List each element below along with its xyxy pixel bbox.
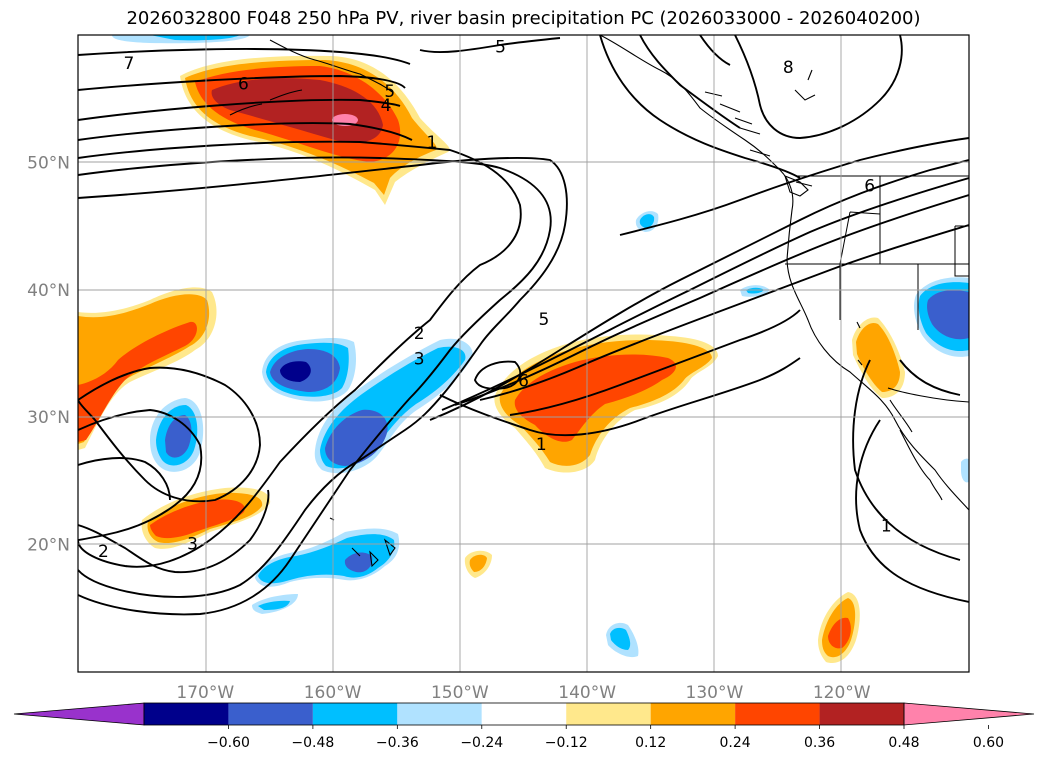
- contour-label: 5: [495, 37, 506, 57]
- lon-tick-label: 160°W: [304, 683, 362, 703]
- colorbar-tick-label: −0.12: [545, 735, 588, 751]
- contour-label: 4: [381, 96, 392, 116]
- contour-label: 8: [783, 58, 794, 78]
- lat-tick-label: 40°N: [27, 281, 70, 301]
- lon-tick-label: 140°W: [558, 683, 616, 703]
- shade-hawaii-negative: [252, 528, 400, 614]
- latitude-labels: 20°N 30°N 40°N 50°N: [27, 153, 70, 555]
- shade-california-positive: [852, 317, 905, 398]
- colorbar-tick-label: 0.36: [804, 735, 835, 751]
- map-title: 2026032800 F048 250 hPa PV, river basin …: [126, 8, 921, 29]
- colorbar: −0.60 −0.48 −0.36 −0.24 −0.12 0.12 0.24 0.36 0.4…: [13, 702, 1035, 751]
- colorbar-extend-low: [13, 702, 145, 726]
- map-frame: [77, 34, 970, 673]
- colorbar-tick-label: −0.36: [376, 735, 419, 751]
- colorbar-swatch: [481, 703, 567, 725]
- colorbar-swatch: [735, 703, 820, 725]
- shade-top-left-negative: [112, 35, 250, 44]
- colorbar-swatch: [650, 703, 736, 725]
- lat-tick-label: 20°N: [27, 536, 70, 556]
- contour-label: 5: [384, 82, 395, 102]
- colorbar-tick-label: −0.60: [207, 735, 250, 751]
- colorbar-tick-label: 0.12: [635, 735, 666, 751]
- political-borders: [785, 175, 969, 403]
- contour-label: 7: [124, 54, 135, 74]
- shade-interior-negative: [914, 277, 969, 483]
- contour-label: 1: [536, 435, 547, 455]
- lon-tick-label: 150°W: [431, 683, 489, 703]
- contour-label: 3: [187, 534, 198, 554]
- coastlines: [229, 35, 969, 568]
- colorbar-swatch: [397, 703, 482, 725]
- colorbar-extend-high: [903, 702, 1035, 726]
- shade-aleutian-positive: [180, 55, 450, 206]
- colorbar-tick-label: 0.60: [973, 735, 1004, 751]
- colorbar-tick-label: −0.48: [291, 735, 334, 751]
- contour-label: 3: [414, 350, 425, 370]
- lon-tick-label: 170°W: [176, 683, 234, 703]
- colorbar-swatch: [228, 703, 313, 725]
- shade-170w-positive: [141, 487, 271, 549]
- pv-contours: [78, 35, 969, 616]
- lat-tick-label: 50°N: [27, 153, 70, 173]
- longitude-labels: 170°W 160°W 150°W 140°W 130°W 120°W: [176, 683, 870, 703]
- colorbar-swatch: [312, 703, 398, 725]
- colorbar-swatch: [819, 703, 904, 725]
- colorbar-swatch: [566, 703, 651, 725]
- contour-label: 6: [518, 371, 529, 391]
- colorbar-swatch: [144, 703, 229, 725]
- shade-small-features: [464, 211, 860, 664]
- contour-label: 5: [538, 310, 549, 330]
- lat-tick-label: 30°N: [27, 408, 70, 428]
- gridlines: [78, 35, 969, 672]
- contour-label: 6: [864, 176, 875, 196]
- contour-label: 1: [881, 516, 892, 536]
- contour-label: 2: [414, 324, 425, 344]
- contour-label: 1: [426, 133, 437, 153]
- colorbar-tick-label: 0.24: [720, 735, 751, 751]
- lon-tick-label: 130°W: [686, 683, 744, 703]
- colorbar-tick-label: −0.24: [460, 735, 503, 751]
- lon-tick-label: 120°W: [813, 683, 871, 703]
- colorbar-frame: [143, 702, 905, 726]
- contour-label: 6: [238, 74, 249, 94]
- colorbar-tick-label: 0.48: [888, 735, 919, 751]
- contour-label: 2: [98, 542, 109, 562]
